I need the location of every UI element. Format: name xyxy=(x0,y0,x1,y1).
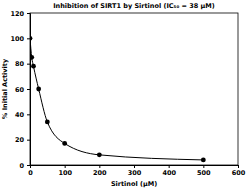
x-axis-line xyxy=(31,166,239,169)
y-tick: 40 xyxy=(15,111,30,119)
y-tick-mark xyxy=(27,165,30,166)
y-axis: 0 20 40 60 80 100 120 xyxy=(10,10,30,170)
x-tick: 200 xyxy=(93,165,107,177)
x-axis: 0 100 200 300 400 500 600 xyxy=(28,165,246,177)
x-tick-mark xyxy=(203,165,204,168)
x-tick-mark xyxy=(99,165,100,168)
x-tick: 100 xyxy=(58,165,72,177)
x-tick-label: 0 xyxy=(28,169,33,177)
data-point xyxy=(30,36,32,41)
x-tick-label: 600 xyxy=(232,169,246,177)
y-tick-label: 60 xyxy=(15,86,25,94)
data-point xyxy=(30,55,34,60)
x-tick: 0 xyxy=(28,165,33,177)
x-tick-label: 400 xyxy=(162,169,176,177)
x-tick-mark xyxy=(238,165,239,168)
x-tick: 400 xyxy=(162,165,176,177)
series xyxy=(30,36,206,162)
x-tick-mark xyxy=(65,165,66,168)
data-point xyxy=(201,158,206,163)
x-tick-label: 300 xyxy=(128,169,142,177)
x-tick-mark xyxy=(134,165,135,168)
data-point xyxy=(31,64,36,69)
y-axis-title: % Initial Activity xyxy=(1,58,9,119)
data-point xyxy=(36,87,41,92)
y-tick: 120 xyxy=(10,10,30,18)
x-tick-label: 200 xyxy=(93,169,107,177)
x-tick-label: 500 xyxy=(197,169,211,177)
x-tick: 500 xyxy=(197,165,211,177)
y-tick-mark xyxy=(27,38,30,39)
chart: 0 100 200 300 400 500 600 0 20 40 60 80 100 120 Inhibi… xyxy=(0,0,247,189)
y-tick: 80 xyxy=(15,60,30,68)
y-tick-mark xyxy=(27,140,30,141)
plot-frame xyxy=(30,13,238,165)
x-tick: 600 xyxy=(232,165,246,177)
y-tick: 20 xyxy=(15,136,30,144)
y-tick: 100 xyxy=(10,35,30,43)
y-tick-mark xyxy=(27,64,30,65)
y-tick-label: 100 xyxy=(10,35,24,43)
y-tick-label: 120 xyxy=(10,10,24,18)
y-tick-label: 40 xyxy=(15,111,25,119)
data-line xyxy=(30,38,203,160)
x-axis-title: Sirtinol (µM) xyxy=(111,180,157,188)
y-tick-label: 80 xyxy=(15,60,25,68)
y-tick: 0 xyxy=(19,162,30,170)
x-tick: 300 xyxy=(128,165,142,177)
data-point xyxy=(45,120,50,125)
x-tick-mark xyxy=(169,165,170,168)
y-tick-mark xyxy=(27,114,30,115)
y-tick: 60 xyxy=(15,86,30,94)
plot: 0 100 200 300 400 500 600 0 20 40 60 80 100 120 xyxy=(10,10,245,177)
title: Inhibition of SIRT1 by Sirtinol (IC₅₀ = … xyxy=(53,2,215,10)
y-tick-mark xyxy=(27,13,30,14)
y-tick-label: 0 xyxy=(19,162,24,170)
y-tick-mark xyxy=(27,89,30,90)
y-tick-label: 20 xyxy=(15,136,25,144)
y-axis-line xyxy=(27,14,31,166)
data-point xyxy=(97,152,102,157)
x-tick-label: 100 xyxy=(58,169,72,177)
data-point xyxy=(62,141,67,146)
